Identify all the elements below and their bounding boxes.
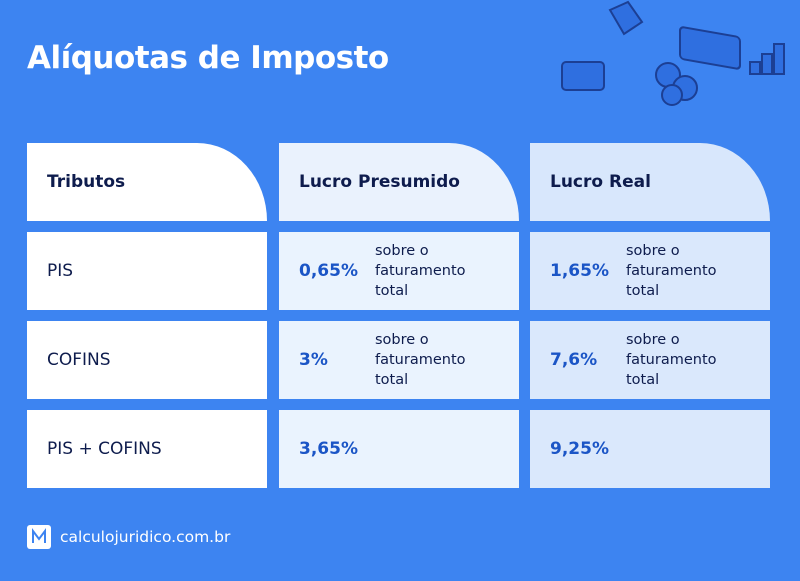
row-label: COFINS bbox=[27, 321, 267, 399]
rate-cell: 7,6% sobre o faturamento total bbox=[530, 321, 770, 399]
rate-cell: 3,65% bbox=[279, 410, 519, 488]
decor-icons bbox=[561, 0, 785, 106]
rate-cell: 9,25% bbox=[530, 410, 770, 488]
row-label: PIS bbox=[27, 232, 267, 310]
column-header: Lucro Presumido bbox=[279, 143, 519, 221]
rate: 7,6% bbox=[550, 350, 598, 370]
rate: 0,65% bbox=[299, 261, 358, 281]
row-label: PIS + COFINS bbox=[27, 410, 267, 488]
logo bbox=[27, 525, 51, 549]
rate: 3,65% bbox=[299, 439, 358, 459]
site-url: calculojuridico.com.br bbox=[60, 528, 231, 546]
rate-cell: 1,65% sobre o faturamento total bbox=[530, 232, 770, 310]
rate-note: sobre o faturamento total bbox=[375, 332, 466, 388]
rate-note: sobre o faturamento total bbox=[375, 243, 466, 299]
title: Alíquotas de Imposto bbox=[27, 40, 389, 76]
rate: 3% bbox=[299, 350, 328, 370]
column-header: Lucro Real bbox=[530, 143, 770, 221]
column-header: Tributos bbox=[27, 143, 267, 221]
rate-cell: 3% sobre o faturamento total bbox=[279, 321, 519, 399]
rate-cell: 0,65% sobre o faturamento total bbox=[279, 232, 519, 310]
rate-note: sobre o faturamento total bbox=[626, 332, 717, 388]
rate: 9,25% bbox=[550, 439, 609, 459]
rate: 1,65% bbox=[550, 261, 609, 281]
rate-note: sobre o faturamento total bbox=[626, 243, 717, 299]
